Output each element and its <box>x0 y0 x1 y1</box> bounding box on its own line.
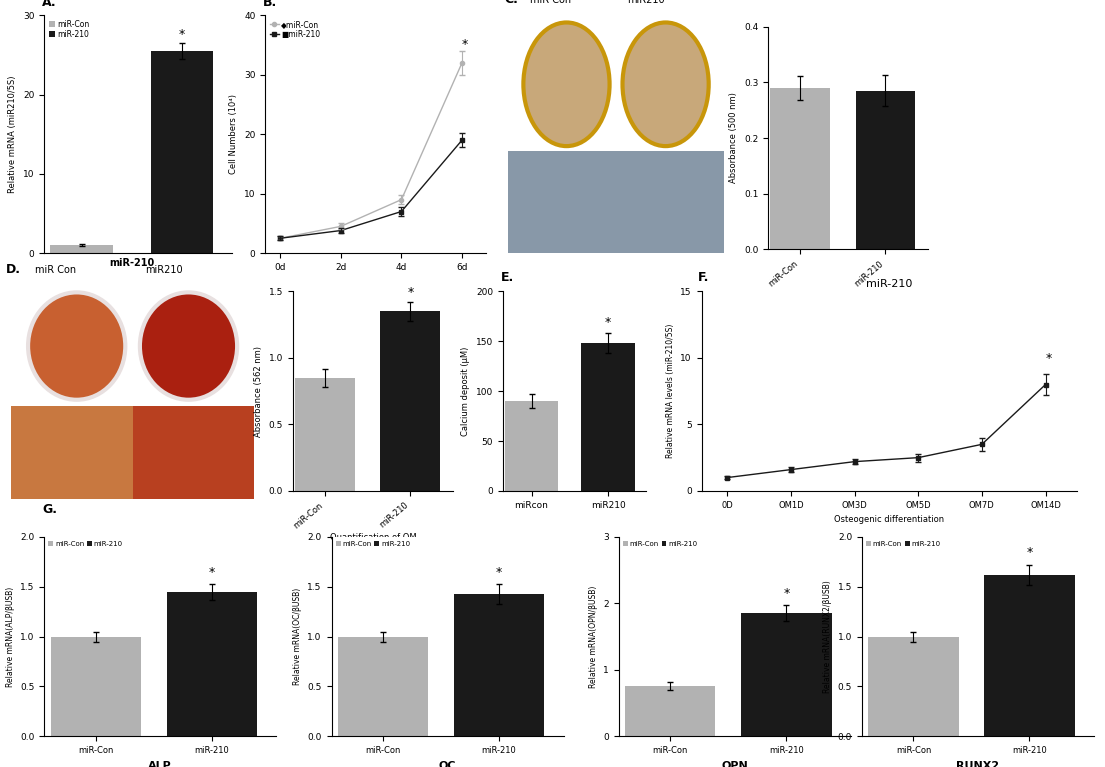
X-axis label: Osteogenic differentiation: Osteogenic differentiation <box>834 515 945 524</box>
Ellipse shape <box>140 292 238 400</box>
Y-axis label: Absorbance (500 nm): Absorbance (500 nm) <box>729 93 738 183</box>
Text: *: * <box>783 587 789 600</box>
Text: D.: D. <box>7 263 21 276</box>
Bar <box>505 401 558 491</box>
Legend: miR-Con, miR-210: miR-Con, miR-210 <box>48 541 124 548</box>
Bar <box>454 594 544 736</box>
Bar <box>869 637 959 736</box>
X-axis label: OPN: OPN <box>722 761 748 767</box>
Y-axis label: Relative mRNA(RUNX2/βUSB): Relative mRNA(RUNX2/βUSB) <box>823 580 832 693</box>
Text: *: * <box>462 38 469 51</box>
Bar <box>380 311 440 491</box>
X-axis label: Quantification of AM: Quantification of AM <box>806 291 891 301</box>
Legend: miR-Con, miR-210: miR-Con, miR-210 <box>865 541 941 548</box>
Text: *: * <box>179 28 185 41</box>
Bar <box>581 344 635 491</box>
Y-axis label: Relative mRNA (miR210/5S): Relative mRNA (miR210/5S) <box>9 75 18 193</box>
Text: *: * <box>209 566 214 579</box>
Ellipse shape <box>622 22 708 146</box>
Text: F.: F. <box>698 272 709 285</box>
Bar <box>51 637 141 736</box>
Bar <box>295 378 355 491</box>
Text: *: * <box>408 286 413 299</box>
Text: *: * <box>1045 351 1052 364</box>
Text: *: * <box>606 316 611 329</box>
Y-axis label: Relative mRNA(OC/βUSB): Relative mRNA(OC/βUSB) <box>293 588 302 685</box>
Text: miR Con: miR Con <box>530 0 571 5</box>
Text: miR210: miR210 <box>145 265 182 275</box>
Bar <box>770 88 830 249</box>
Legend: ◆miR-Con, ■miR-210: ◆miR-Con, ■miR-210 <box>269 19 322 40</box>
Bar <box>150 51 213 253</box>
Y-axis label: Cell Numbers (10⁴): Cell Numbers (10⁴) <box>230 94 239 174</box>
X-axis label: ALP: ALP <box>148 761 172 767</box>
Bar <box>741 614 832 736</box>
Bar <box>133 407 254 499</box>
Y-axis label: Absorbance (562 nm): Absorbance (562 nm) <box>254 346 263 436</box>
Text: *: * <box>1027 546 1032 559</box>
Legend: miR-Con, miR-210: miR-Con, miR-210 <box>335 541 411 548</box>
Bar <box>855 91 915 249</box>
Text: E.: E. <box>502 272 515 285</box>
Y-axis label: Calcium deposit (μM): Calcium deposit (μM) <box>461 347 471 436</box>
Bar <box>338 637 429 736</box>
Bar <box>167 592 257 736</box>
Y-axis label: Relative mRNA levels (miR-210/5S): Relative mRNA levels (miR-210/5S) <box>666 324 675 459</box>
Bar <box>985 574 1075 736</box>
Text: A.: A. <box>42 0 57 9</box>
X-axis label: OC: OC <box>439 761 456 767</box>
Ellipse shape <box>28 292 125 400</box>
X-axis label: Quantification of OM: Quantification of OM <box>329 533 417 542</box>
Bar <box>508 151 724 253</box>
Y-axis label: Relative mRNA(OPN/βUSB): Relative mRNA(OPN/βUSB) <box>589 585 598 688</box>
Text: C.: C. <box>504 0 518 6</box>
Legend: miR-Con, miR-210: miR-Con, miR-210 <box>48 19 91 39</box>
Text: B.: B. <box>263 0 277 9</box>
Ellipse shape <box>524 22 610 146</box>
Legend: miR-Con, miR-210: miR-Con, miR-210 <box>622 541 698 548</box>
Title: miR-210: miR-210 <box>866 279 913 289</box>
Bar <box>51 245 113 253</box>
Text: *: * <box>496 566 502 579</box>
Text: miR210: miR210 <box>627 0 664 5</box>
X-axis label: RUNX2: RUNX2 <box>956 761 1000 767</box>
Bar <box>11 407 133 499</box>
Text: miR Con: miR Con <box>35 265 76 275</box>
Y-axis label: Relative mRNA(ALP/βUSB): Relative mRNA(ALP/βUSB) <box>6 587 14 686</box>
Text: G.: G. <box>42 503 56 516</box>
Bar <box>625 686 716 736</box>
